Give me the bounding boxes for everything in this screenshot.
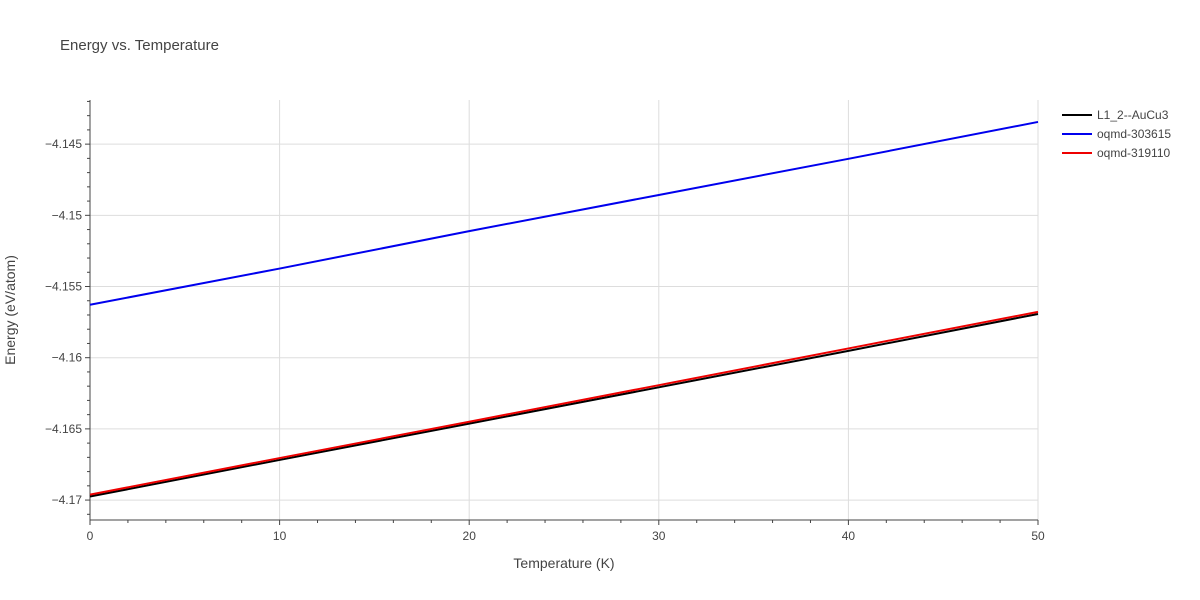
legend-label-oqmd-303615: oqmd-303615 — [1097, 127, 1171, 141]
gridlines — [90, 100, 1039, 520]
series-line-oqmd-303615 — [89, 120, 1039, 306]
x-tick-label: 50 — [1031, 529, 1045, 543]
y-tick-label: −4.15 — [52, 208, 83, 222]
x-tick-label: 0 — [87, 529, 94, 543]
tick-labels: 0 10 20 30 40 50 −4.17 −4.165 −4.16 −4.155 −4.15 −4… — [45, 137, 1045, 543]
legend[interactable]: L1_2--AuCu3 oqmd-303615 oqmd-319110 — [1062, 108, 1171, 160]
series-line-l1-2-aucu3 — [89, 313, 1039, 498]
series-line-oqmd-319110 — [89, 310, 1039, 496]
y-tick-label: −4.155 — [45, 280, 82, 294]
axes — [85, 100, 1039, 525]
x-tick-label: 20 — [463, 529, 477, 543]
y-tick-label: −4.16 — [52, 351, 83, 365]
y-tick-label: −4.17 — [52, 493, 83, 507]
chart-title: Energy vs. Temperature — [60, 37, 219, 54]
plot-area — [89, 120, 1039, 498]
x-tick-label: 10 — [273, 529, 287, 543]
x-tick-label: 40 — [842, 529, 856, 543]
y-axis-title: Energy (eV/atom) — [2, 255, 18, 365]
x-axis-title: Temperature (K) — [513, 555, 614, 571]
y-tick-label: −4.145 — [45, 137, 82, 151]
legend-label-oqmd-319110: oqmd-319110 — [1097, 146, 1170, 160]
legend-label-l1-2-aucu3: L1_2--AuCu3 — [1097, 108, 1169, 122]
y-tick-label: −4.165 — [45, 422, 82, 436]
x-tick-label: 30 — [652, 529, 666, 543]
